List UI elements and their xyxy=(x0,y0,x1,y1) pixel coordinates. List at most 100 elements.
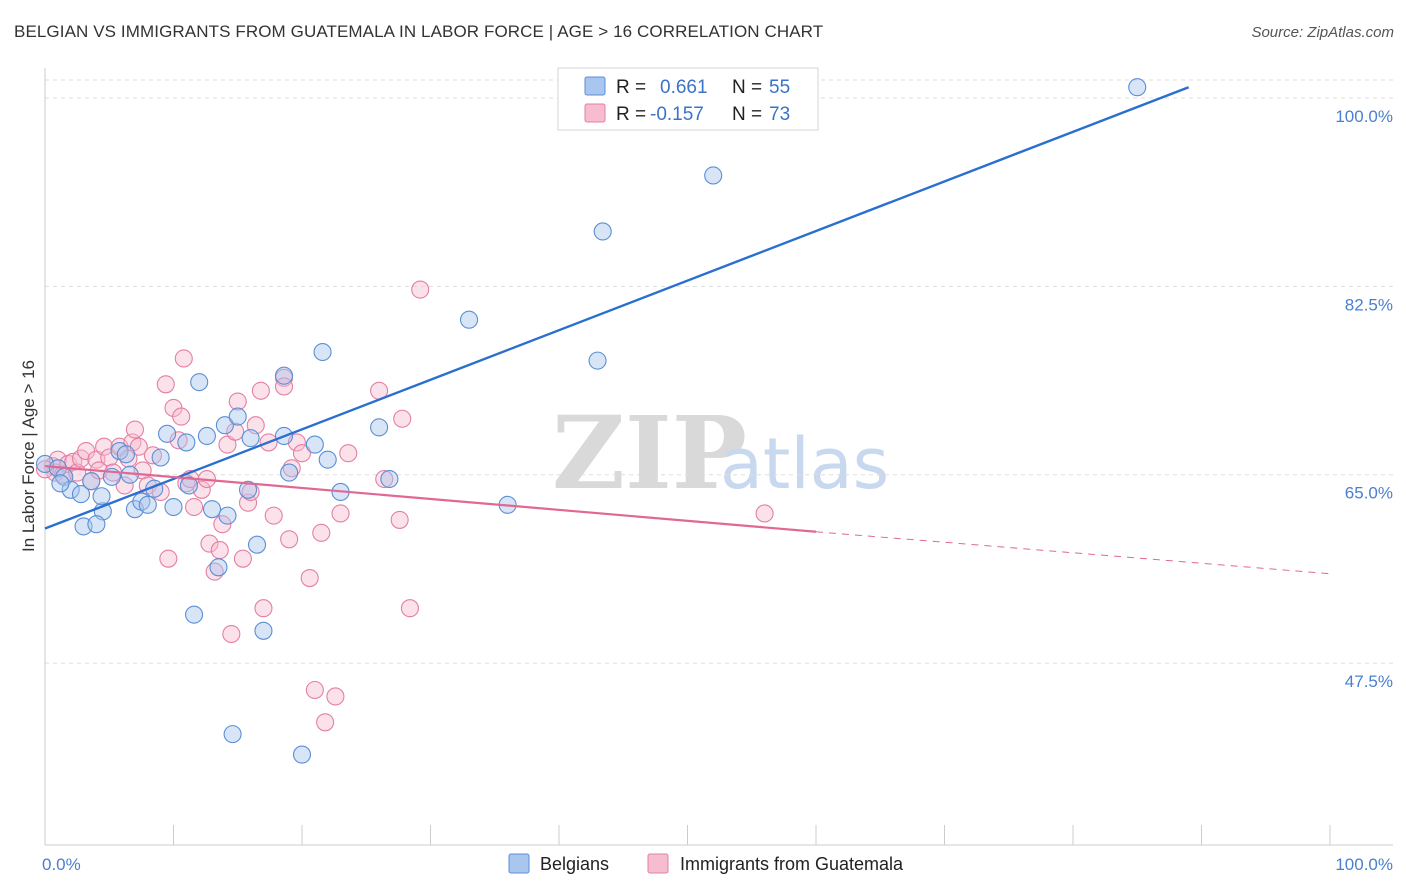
belgian-point-42 xyxy=(313,342,332,362)
belgian-point-19 xyxy=(151,448,170,467)
guatemala-point-39 xyxy=(213,515,232,534)
legend-swatch-guatemala xyxy=(584,103,606,123)
guatemala-point-25 xyxy=(156,375,175,394)
guatemala-point-64 xyxy=(339,444,358,463)
guatemala-trend-extension xyxy=(815,531,1331,575)
guatemala-point-43 xyxy=(228,392,247,411)
belgian-point-22 xyxy=(177,433,196,452)
guatemala-point-51 xyxy=(264,506,283,525)
belgian-points xyxy=(35,78,1147,764)
bottom-legend-swatch-guatemala xyxy=(647,853,669,874)
legend-r-label-belgians: R = xyxy=(616,77,646,98)
belgian-point-41 xyxy=(305,435,324,454)
y-tick-label-1: 82.5% xyxy=(1345,295,1393,314)
guatemala-point-68 xyxy=(390,510,409,529)
guatemala-point-44 xyxy=(233,549,252,568)
belgian-point-39 xyxy=(280,463,299,482)
belgian-point-10 xyxy=(92,487,111,506)
guatemala-point-30 xyxy=(174,349,193,368)
guatemala-points xyxy=(35,280,774,732)
belgian-point-36 xyxy=(254,621,273,640)
guatemala-point-53 xyxy=(274,377,294,396)
guatemala-point-19 xyxy=(125,420,144,439)
x-tick-max: 100.0% xyxy=(1335,855,1393,874)
trend-lines xyxy=(44,86,1331,575)
guatemala-point-48 xyxy=(251,381,270,400)
guatemala-point-62 xyxy=(326,687,345,706)
guatemala-point-57 xyxy=(292,444,312,463)
belgian-point-24 xyxy=(185,605,204,624)
legend-r-label-guatemala: R = xyxy=(616,104,646,125)
x-tick-min: 0.0% xyxy=(42,855,81,874)
guatemala-trend-line xyxy=(44,465,817,533)
source-label: Source: ZipAtlas.com xyxy=(1251,24,1394,41)
watermark-atlas: atlas xyxy=(720,423,889,505)
belgian-point-3 xyxy=(61,480,80,499)
belgian-point-47 xyxy=(459,310,479,329)
guatemala-point-26 xyxy=(159,549,178,568)
legend-n-label-belgians: N = xyxy=(732,77,762,98)
guatemala-point-61 xyxy=(316,713,335,732)
belgian-point-52 xyxy=(704,166,723,185)
legend-r-value-belgians: 0.661 xyxy=(660,77,708,98)
belgian-point-25 xyxy=(190,373,209,392)
grid-lines xyxy=(45,79,1393,664)
chart-title: BELGIAN VS IMMIGRANTS FROM GUATEMALA IN … xyxy=(14,22,824,41)
guatemala-point-42 xyxy=(226,422,245,441)
bottom-legend-label-guatemala: Immigrants from Guatemala xyxy=(680,854,904,874)
belgian-point-40 xyxy=(292,745,312,764)
y-axis-label: In Labor Force | Age > 16 xyxy=(19,360,38,552)
belgian-point-13 xyxy=(116,445,136,464)
belgian-point-46 xyxy=(380,469,399,489)
belgian-point-32 xyxy=(228,407,247,426)
guatemala-point-60 xyxy=(312,523,331,542)
guatemala-point-16 xyxy=(115,476,134,495)
guatemala-point-63 xyxy=(331,504,350,523)
belgian-point-34 xyxy=(241,429,260,448)
legend-n-value-belgians: 55 xyxy=(769,77,790,98)
correlation-legend: R = 0.661 N = 55 R = -0.157 N = 73 xyxy=(557,67,819,131)
legend-n-value-guatemala: 73 xyxy=(769,104,790,125)
guatemala-point-33 xyxy=(185,497,204,517)
legend-n-label-guatemala: N = xyxy=(732,104,762,125)
belgian-point-50 xyxy=(593,222,612,241)
guatemala-point-69 xyxy=(400,599,419,618)
belgian-point-53 xyxy=(1128,78,1147,97)
belgian-point-35 xyxy=(247,535,267,554)
y-tick-labels: 100.0% 82.5% 65.0% 47.5% xyxy=(1335,107,1393,691)
belgian-point-31 xyxy=(223,725,242,744)
belgian-point-6 xyxy=(82,472,101,491)
belgian-point-21 xyxy=(164,497,183,517)
guatemala-point-71 xyxy=(755,504,774,523)
series-legend: Belgians Immigrants from Guatemala xyxy=(508,853,904,874)
belgian-point-4 xyxy=(51,474,70,493)
axes xyxy=(44,68,1393,846)
guatemala-point-66 xyxy=(375,469,394,489)
belgian-point-20 xyxy=(158,424,177,443)
belgian-point-26 xyxy=(197,426,216,446)
belgian-point-27 xyxy=(203,500,222,519)
belgian-trend-line xyxy=(44,86,1190,530)
guatemala-point-45 xyxy=(238,493,258,512)
legend-swatch-belgians xyxy=(584,76,606,96)
guatemala-point-29 xyxy=(172,407,191,426)
belgian-point-29 xyxy=(215,416,234,435)
bottom-legend-swatch-belgians xyxy=(508,853,530,874)
belgian-point-28 xyxy=(209,558,228,577)
guatemala-point-67 xyxy=(393,409,412,428)
guatemala-point-59 xyxy=(305,680,324,700)
guatemala-point-38 xyxy=(210,541,229,560)
y-tick-label-3: 47.5% xyxy=(1345,672,1393,691)
legend-r-value-guatemala: -0.157 xyxy=(650,104,704,125)
y-tick-label-0: 100.0% xyxy=(1335,107,1393,126)
guatemala-point-72 xyxy=(35,460,55,479)
belgian-point-33 xyxy=(238,480,258,499)
belgian-point-30 xyxy=(218,506,237,525)
guatemala-point-49 xyxy=(254,599,273,618)
guatemala-point-58 xyxy=(300,569,319,588)
belgian-point-23 xyxy=(179,476,198,495)
watermark-zip: ZIP xyxy=(552,394,747,512)
guatemala-point-54 xyxy=(280,530,299,549)
belgian-point-9 xyxy=(87,515,106,534)
